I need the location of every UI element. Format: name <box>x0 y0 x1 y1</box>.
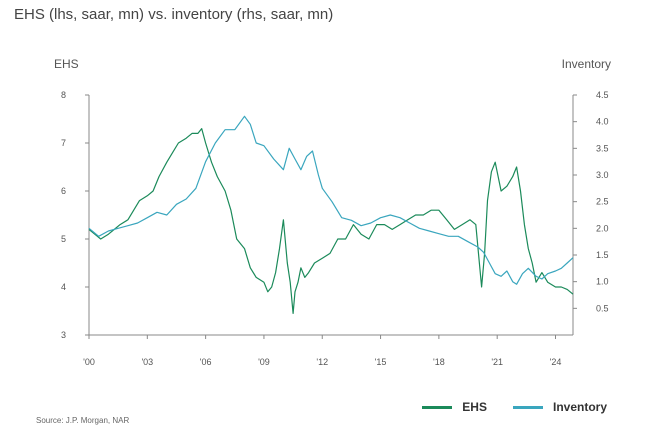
legend-label-inventory: Inventory <box>552 400 607 414</box>
legend-item-ehs: EHS <box>422 400 487 414</box>
right-tick-label: 1.5 <box>596 250 609 260</box>
x-tick-label: '24 <box>550 357 562 367</box>
left-tick-label: 3 <box>61 330 66 340</box>
right-tick-label: 4.5 <box>596 90 609 100</box>
x-tick-label: '21 <box>491 357 503 367</box>
x-tick-label: '09 <box>258 357 270 367</box>
right-tick-label: 3.5 <box>596 143 609 153</box>
right-axis-label: Inventory <box>561 57 611 71</box>
right-tick-label: 0.5 <box>596 303 609 313</box>
left-tick-label: 6 <box>61 186 66 196</box>
chart-title: EHS (lhs, saar, mn) vs. inventory (rhs, … <box>14 6 334 23</box>
legend: EHS Inventory <box>422 400 607 414</box>
ehs-line <box>88 128 574 314</box>
right-tick-label: 2.0 <box>596 223 609 233</box>
legend-swatch-inventory <box>512 405 543 409</box>
right-tick-label: 2.5 <box>596 197 609 207</box>
x-tick-label: '03 <box>141 357 153 367</box>
x-tick-label: '12 <box>316 357 328 367</box>
legend-item-inventory: Inventory <box>512 400 607 414</box>
left-axis-label: EHS <box>54 57 79 71</box>
right-tick-label: 3.0 <box>596 170 609 180</box>
x-tick-label: '18 <box>433 357 445 367</box>
left-tick-label: 8 <box>61 90 66 100</box>
source-note: Source: J.P. Morgan, NAR <box>36 416 130 425</box>
left-tick-label: 5 <box>61 234 66 244</box>
left-tick-label: 7 <box>61 138 66 148</box>
right-tick-label: 4.0 <box>596 117 609 127</box>
x-tick-label: '06 <box>200 357 212 367</box>
legend-label-ehs: EHS <box>462 400 487 414</box>
inventory-line <box>88 115 574 285</box>
legend-swatch-ehs <box>422 405 453 409</box>
x-tick-label: '15 <box>375 357 387 367</box>
right-tick-label: 1.0 <box>596 277 609 287</box>
left-tick-label: 4 <box>61 282 66 292</box>
x-tick-label: '00 <box>83 357 95 367</box>
